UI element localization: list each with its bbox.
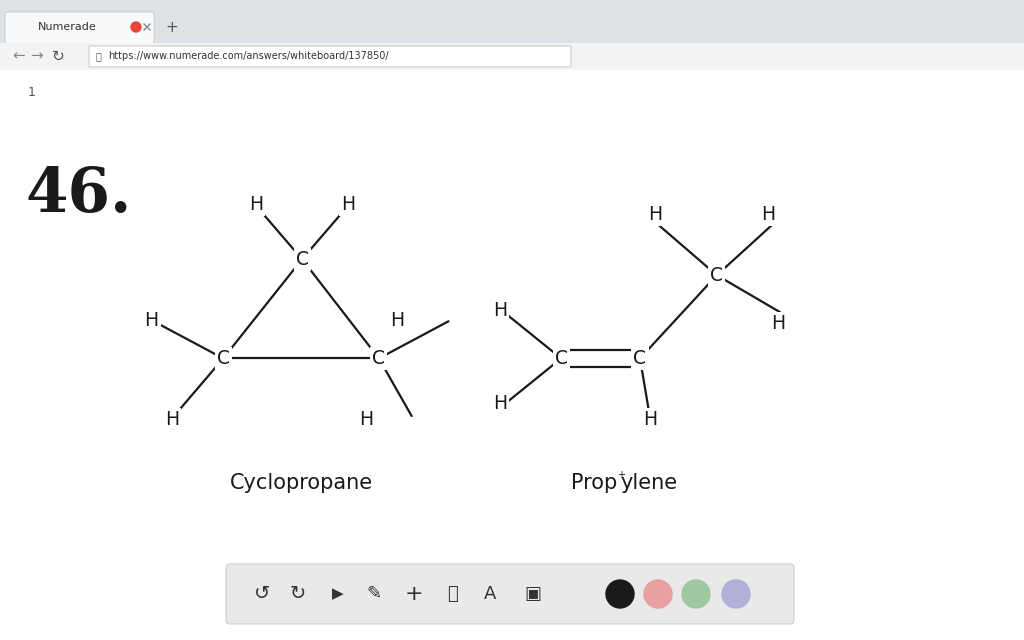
Text: Prop: Prop <box>570 473 616 493</box>
Text: ←: ← <box>12 49 25 63</box>
Circle shape <box>682 580 710 608</box>
Text: 46.: 46. <box>26 165 132 225</box>
Text: ⟋: ⟋ <box>446 585 458 603</box>
Circle shape <box>18 79 46 107</box>
Text: H: H <box>493 301 507 320</box>
Text: Numerade: Numerade <box>38 22 96 32</box>
FancyBboxPatch shape <box>0 43 1024 70</box>
Text: H: H <box>390 310 404 330</box>
Text: H: H <box>761 205 775 224</box>
Text: C: C <box>373 349 385 368</box>
Text: H: H <box>359 410 374 429</box>
Text: ▣: ▣ <box>524 585 542 603</box>
Text: ↺: ↺ <box>254 584 270 604</box>
Text: ✎: ✎ <box>367 585 382 603</box>
Text: →: → <box>30 49 43 63</box>
Circle shape <box>644 580 672 608</box>
FancyBboxPatch shape <box>0 43 1024 70</box>
Text: C: C <box>711 266 723 285</box>
Text: C: C <box>296 250 308 269</box>
Text: +: + <box>616 470 625 480</box>
Text: H: H <box>648 205 663 224</box>
Text: +: + <box>165 19 178 35</box>
Text: ylene: ylene <box>621 473 678 493</box>
Text: H: H <box>165 410 179 429</box>
Text: ↻: ↻ <box>52 49 65 63</box>
FancyBboxPatch shape <box>5 12 154 44</box>
FancyBboxPatch shape <box>0 0 1024 30</box>
Text: https://www.numerade.com/answers/whiteboard/137850/: https://www.numerade.com/answers/whitebo… <box>108 51 389 61</box>
FancyBboxPatch shape <box>89 46 571 67</box>
Text: ▶: ▶ <box>332 586 344 602</box>
Text: H: H <box>144 310 159 330</box>
Text: H: H <box>643 410 657 429</box>
Circle shape <box>722 580 750 608</box>
Text: C: C <box>634 349 646 368</box>
Circle shape <box>606 580 634 608</box>
Text: A: A <box>483 585 497 603</box>
Text: H: H <box>771 314 785 333</box>
Text: C: C <box>555 349 567 368</box>
Text: 1: 1 <box>28 86 36 99</box>
Text: C: C <box>217 349 229 368</box>
Text: +: + <box>404 584 423 604</box>
Text: ↻: ↻ <box>290 584 306 604</box>
Text: H: H <box>493 394 507 413</box>
Text: Cyclopropane: Cyclopropane <box>229 473 373 493</box>
Circle shape <box>131 22 141 32</box>
Text: H: H <box>249 195 263 214</box>
FancyBboxPatch shape <box>0 28 1024 43</box>
Text: 🔒: 🔒 <box>96 51 101 61</box>
FancyBboxPatch shape <box>226 564 794 624</box>
Text: H: H <box>341 195 355 214</box>
